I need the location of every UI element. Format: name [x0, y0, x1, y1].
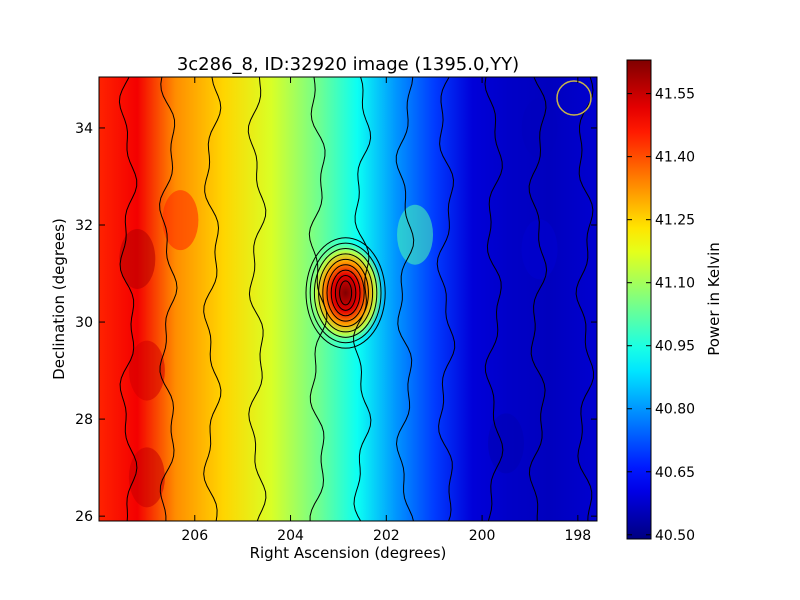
source-contour: [313, 248, 378, 338]
contour-line: [484, 77, 504, 521]
x-tick-label: 202: [373, 528, 400, 544]
source-contour: [322, 258, 369, 328]
colorbar-tick-label: 41.25: [655, 213, 695, 229]
x-tick-label: 198: [564, 528, 591, 544]
y-tick-label: 32: [75, 218, 93, 234]
source-contour: [318, 253, 374, 333]
colorbar-tick-label: 41.10: [655, 276, 695, 292]
heatmap-feature: [119, 228, 156, 289]
contour-line: [436, 77, 456, 521]
colorbar-ticks: 41.55 41.40 41.25 41.10 40.95 40.80 40.65 40.50: [627, 87, 695, 544]
heatmap-feature: [521, 97, 558, 158]
colorbar-tick-label: 40.95: [655, 339, 695, 355]
source-contour: [334, 275, 357, 311]
colorbar-label: Power in Kelvin: [705, 242, 723, 356]
colorbar-tick-label: 40.50: [655, 528, 695, 544]
y-axis-label: Declination (degrees): [50, 218, 68, 380]
contour-line: [247, 77, 267, 521]
x-axis-label: Right Ascension (degrees): [250, 544, 447, 562]
colorbar: [626, 59, 652, 540]
contour-line: [353, 77, 372, 521]
contour-lines: [118, 77, 595, 521]
x-axis: 206 204 202 200 198: [181, 77, 591, 544]
beam-marker: [556, 80, 592, 116]
colorbar-tick-label: 40.80: [655, 402, 695, 418]
source-contour: [326, 264, 365, 322]
chart-title: 3c286_8, ID:32920 image (1395.0,YY): [177, 54, 519, 75]
y-tick-label: 30: [75, 315, 93, 331]
heatmap-feature: [128, 447, 165, 508]
colorbar-tick-label: 41.55: [655, 87, 695, 103]
y-tick-label: 34: [75, 121, 93, 137]
heatmap-feature: [488, 413, 525, 474]
contour-line: [203, 77, 222, 521]
source-contour: [305, 237, 386, 349]
y-axis: 26 28 30 32 34: [75, 121, 597, 525]
x-tick-label: 200: [469, 528, 496, 544]
colorbar-tick-label: 41.40: [655, 150, 695, 166]
colorbar-tick-label: 40.65: [655, 465, 695, 481]
source-contour: [330, 269, 361, 317]
source-contour: [309, 242, 382, 344]
heatmap-feature: [521, 219, 558, 280]
heatmap-feature: [397, 204, 434, 265]
y-tick-label: 26: [75, 509, 93, 525]
heatmap-feature: [162, 190, 199, 251]
source-contour: [339, 280, 353, 306]
contour-line: [575, 77, 595, 521]
contour-line: [159, 77, 178, 521]
contour-line: [308, 77, 328, 521]
contour-line: [395, 77, 415, 521]
x-tick-label: 206: [181, 528, 208, 544]
x-tick-label: 204: [277, 528, 304, 544]
contour-line: [528, 77, 548, 521]
plot-frame: [98, 76, 598, 522]
contour-line: [118, 77, 138, 521]
heatmap-feature: [128, 340, 165, 401]
y-tick-label: 28: [75, 412, 93, 428]
